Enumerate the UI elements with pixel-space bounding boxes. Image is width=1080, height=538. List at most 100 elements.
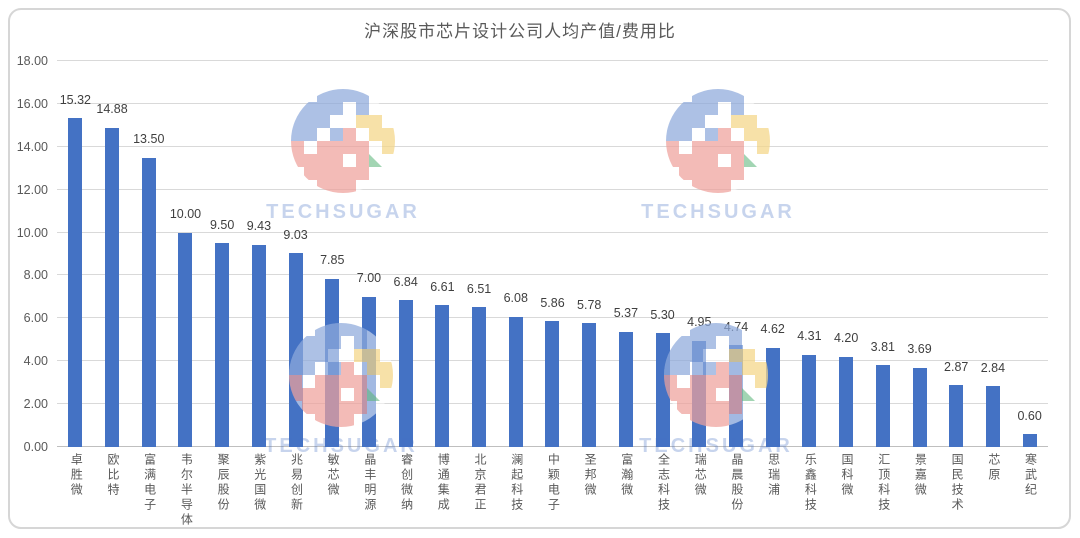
bar-column: 4.74 <box>718 61 755 447</box>
x-tick-cell: 国科微 <box>828 453 865 533</box>
bar-value-label: 2.87 <box>944 359 969 374</box>
bar-value-label: 3.69 <box>907 342 932 357</box>
bar-value-label: 4.95 <box>687 315 712 330</box>
x-tick-cell: 芯原 <box>975 453 1012 533</box>
x-tick-label: 景嘉微 <box>913 453 928 498</box>
x-tick-cell: 中颖电子 <box>534 453 571 533</box>
gridline <box>57 274 1048 276</box>
gridline <box>57 60 1048 61</box>
x-tick-label: 汇顶科技 <box>876 453 891 513</box>
bar-column: 6.08 <box>497 61 534 447</box>
x-tick-cell: 北京君正 <box>461 453 498 533</box>
bar <box>655 333 670 447</box>
chart-frame-border <box>8 8 1071 529</box>
bar-value-label: 9.03 <box>283 227 308 242</box>
bar-column: 7.85 <box>314 61 351 447</box>
x-tick-cell: 欧比特 <box>94 453 131 533</box>
x-tick-label: 中颖电子 <box>546 453 561 513</box>
bar-column: 4.31 <box>791 61 828 447</box>
bar <box>472 307 487 447</box>
y-tick-label: 14.00 <box>16 139 48 154</box>
bar-value-label: 15.32 <box>59 92 91 107</box>
x-tick-cell: 圣邦微 <box>571 453 608 533</box>
x-tick-cell: 敏芯微 <box>314 453 351 533</box>
x-axis: 卓胜微 欧比特 富满电子 韦尔半导体 聚辰股份 紫光国微 兆易创新 敏芯微 晶丰明源 睿创微纳 博通… <box>57 453 1048 533</box>
gridline <box>57 145 1048 147</box>
bar-value-label: 5.30 <box>650 307 675 322</box>
x-tick-label: 国科微 <box>840 453 855 498</box>
bar-value-label: 9.43 <box>246 219 272 234</box>
bar-column: 5.30 <box>644 61 681 447</box>
x-tick-label: 晶晨股份 <box>729 453 744 513</box>
bar <box>765 347 780 447</box>
gridline <box>57 231 1048 233</box>
bar-column: 3.69 <box>901 61 938 447</box>
bar-column: 14.88 <box>94 61 131 447</box>
bar-column: 2.87 <box>938 61 975 447</box>
x-tick-label: 富瀚微 <box>619 453 634 498</box>
x-tick-label: 欧比特 <box>105 453 120 498</box>
x-tick-label: 圣邦微 <box>583 453 598 498</box>
bar <box>618 331 633 447</box>
x-tick-cell: 国民技术 <box>938 453 975 533</box>
x-tick-label: 敏芯微 <box>326 453 341 498</box>
bar <box>508 316 523 447</box>
x-tick-label: 瑞芯微 <box>693 453 708 498</box>
x-tick-cell: 睿创微纳 <box>387 453 424 533</box>
x-tick-label: 寒武纪 <box>1023 453 1038 498</box>
bar-value-label: 6.61 <box>430 279 455 294</box>
bar <box>361 296 376 447</box>
x-tick-cell: 晶丰明源 <box>351 453 388 533</box>
x-tick-cell: 聚辰股份 <box>204 453 241 533</box>
x-tick-cell: 澜起科技 <box>497 453 534 533</box>
bar <box>949 385 964 447</box>
bar <box>435 305 450 447</box>
x-tick-cell: 富瀚微 <box>608 453 645 533</box>
x-tick-cell: 思瑞浦 <box>754 453 791 533</box>
x-tick-cell: 韦尔半导体 <box>167 453 204 533</box>
bar-value-label: 3.81 <box>870 339 895 354</box>
x-tick-cell: 富满电子 <box>130 453 167 533</box>
bar <box>325 278 340 447</box>
bar <box>582 323 597 447</box>
bar-column: 9.50 <box>204 61 241 447</box>
bar-value-label: 4.62 <box>760 322 785 337</box>
y-tick-label: 10.00 <box>16 225 48 240</box>
bar-value-label: 9.50 <box>209 217 235 232</box>
x-tick-label: 全志科技 <box>656 453 671 513</box>
x-tick-label: 卓胜微 <box>69 453 84 498</box>
bars-layer: 15.32 14.88 13.50 10.00 9.50 9.43 9.03 7.85 7.00… <box>57 61 1048 447</box>
bar-value-label: 4.74 <box>723 319 749 334</box>
gridline <box>57 317 1048 319</box>
x-tick-label: 博通集成 <box>436 453 451 513</box>
bar-value-label: 14.88 <box>96 102 128 117</box>
bar-column: 9.43 <box>241 61 278 447</box>
bar <box>68 118 83 447</box>
bar-column: 4.62 <box>754 61 791 447</box>
y-tick-label: 18.00 <box>16 54 48 68</box>
x-tick-label: 国民技术 <box>950 453 965 513</box>
bar <box>288 253 303 447</box>
x-tick-label: 澜起科技 <box>509 453 524 513</box>
bar-value-label: 6.08 <box>503 291 528 306</box>
plot-area: 15.32 14.88 13.50 10.00 9.50 9.43 9.03 7.85 7.00… <box>57 60 1048 447</box>
x-tick-label: 乐鑫科技 <box>803 453 818 513</box>
x-tick-cell: 寒武纪 <box>1011 453 1048 533</box>
x-tick-cell: 乐鑫科技 <box>791 453 828 533</box>
bar-column: 7.00 <box>351 61 388 447</box>
bar-value-label: 10.00 <box>169 207 202 222</box>
bar-column: 5.37 <box>608 61 645 447</box>
bar-value-label: 4.20 <box>833 331 859 346</box>
bar-value-label: 0.60 <box>1017 408 1042 423</box>
y-axis: 0.00 2.00 4.00 6.00 8.00 10.00 12.00 14.00 16.00… <box>8 54 52 454</box>
bar-column: 4.20 <box>828 61 865 447</box>
bar <box>141 157 156 447</box>
x-tick-cell: 全志科技 <box>644 453 681 533</box>
bar <box>839 356 854 447</box>
bar-value-label: 7.85 <box>320 253 345 268</box>
bar-column: 0.60 <box>1011 61 1048 447</box>
x-tick-cell: 景嘉微 <box>901 453 938 533</box>
x-tick-label: 晶丰明源 <box>362 453 377 513</box>
x-tick-cell: 兆易创新 <box>277 453 314 533</box>
